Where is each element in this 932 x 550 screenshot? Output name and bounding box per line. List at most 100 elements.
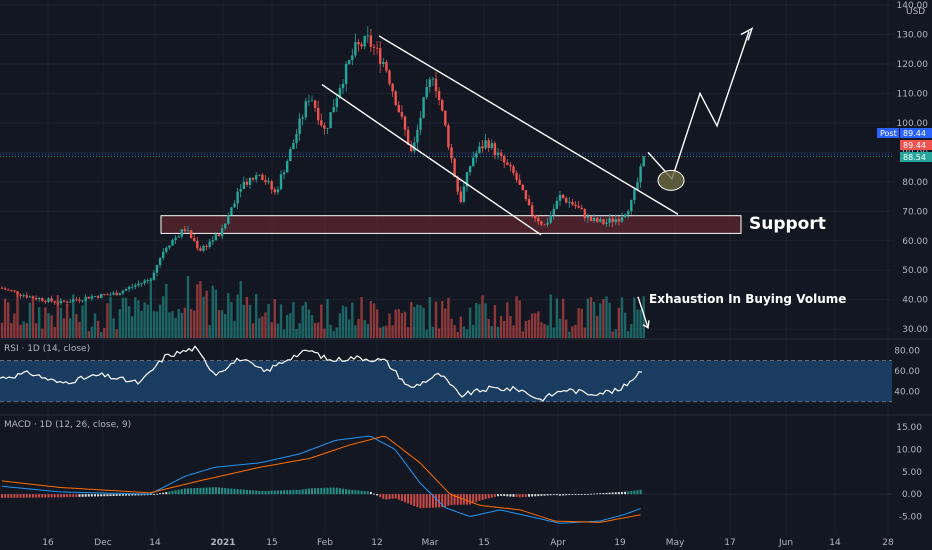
candle-body	[344, 63, 348, 84]
volume-bar	[50, 315, 53, 338]
macd-histogram-bar	[506, 494, 509, 497]
macd-histogram-bar	[500, 494, 503, 496]
macd-histogram-bar	[540, 494, 543, 496]
macd-histogram-bar	[227, 488, 230, 495]
candle-body	[574, 204, 577, 207]
candle-body	[304, 101, 307, 118]
volume-bar	[565, 319, 568, 338]
volume-bar	[165, 283, 168, 338]
price-tick-label: 120.00	[897, 60, 929, 70]
rsi-tick-label: 60.00	[894, 367, 920, 377]
rsi-tick-label: 80.00	[894, 346, 920, 356]
volume-bar	[630, 324, 633, 338]
macd-histogram-bar	[503, 494, 506, 497]
macd-histogram-bar	[413, 494, 416, 506]
volume-bar	[62, 318, 66, 338]
macd-histogram-bar	[478, 494, 481, 501]
volume-bar	[248, 304, 252, 338]
candle-body	[149, 279, 152, 281]
macd-histogram-bar	[97, 494, 100, 497]
candle-body	[28, 296, 32, 298]
candle-body	[143, 280, 146, 283]
macd-histogram-bar	[87, 494, 90, 497]
candle-body	[152, 272, 156, 280]
candle-body	[416, 129, 419, 143]
macd-histogram-bar	[311, 488, 313, 495]
macd-histogram-bar	[128, 494, 131, 496]
candle-body	[329, 112, 332, 129]
macd-histogram-bar	[190, 488, 193, 495]
candle-body	[50, 298, 53, 302]
candle-body	[16, 291, 19, 295]
candle-body	[109, 294, 112, 296]
time-tick-label: Dec	[94, 538, 111, 548]
volume-bar	[369, 301, 373, 338]
volume-bar	[329, 325, 332, 338]
candle-body	[81, 300, 84, 302]
candle-body	[186, 230, 190, 232]
candle-body	[487, 140, 490, 149]
volume-bar	[413, 306, 416, 338]
macd-histogram-bar	[264, 490, 267, 495]
candle-body	[617, 219, 621, 222]
volume-bar	[121, 297, 125, 338]
candle-body	[586, 216, 590, 218]
volume-bar	[93, 313, 97, 338]
candle-body	[453, 158, 456, 177]
macd-tick-label: 15.00	[896, 423, 922, 433]
price-tick-label: 110.00	[897, 89, 929, 99]
volume-bar	[406, 327, 410, 338]
volume-bar	[3, 298, 7, 338]
volume-bar	[478, 304, 481, 338]
macd-histogram-bar	[239, 489, 242, 495]
volume-bar	[28, 302, 32, 338]
candle-body	[351, 55, 354, 60]
volume-bar	[143, 302, 146, 338]
macd-histogram-bar	[515, 494, 518, 498]
macd-histogram-bar	[304, 488, 307, 495]
candle-body	[13, 290, 16, 292]
volume-bar	[106, 303, 109, 338]
macd-histogram-bar	[351, 489, 354, 495]
time-tick-label: 15	[478, 538, 489, 548]
volume-bar	[41, 328, 44, 338]
volume-bar	[273, 299, 276, 338]
volume-bar	[0, 322, 4, 338]
macd-histogram-bar	[245, 489, 248, 495]
macd-histogram-bar	[586, 493, 589, 495]
candle-body	[636, 182, 639, 190]
volume-bar	[410, 302, 413, 338]
volume-bar	[193, 310, 196, 338]
time-tick-label: 2021	[210, 538, 235, 548]
candle-body	[475, 153, 478, 158]
volume-bar	[155, 311, 159, 338]
macd-histogram-bar	[394, 494, 397, 499]
macd-histogram-bar	[338, 488, 341, 495]
candle-body	[196, 240, 199, 249]
candle-body	[289, 149, 292, 162]
candle-body	[428, 79, 431, 88]
macd-histogram-bar	[115, 494, 118, 496]
time-tick-label: May	[666, 538, 685, 548]
candle-body	[509, 164, 512, 167]
volume-bar	[341, 305, 345, 338]
macd-histogram-bar	[590, 493, 592, 495]
macd-histogram-bar	[599, 493, 602, 495]
volume-bar	[115, 329, 118, 338]
volume-bar	[22, 321, 25, 338]
candle-body	[354, 42, 357, 56]
macd-histogram-bar	[404, 494, 406, 503]
rsi-title: RSI · 1D (14, close)	[4, 344, 90, 354]
volume-bar	[602, 299, 605, 338]
volume-bar	[561, 298, 565, 338]
candle-body	[7, 289, 10, 291]
macd-histogram-bar	[103, 494, 106, 497]
candle-body	[295, 133, 298, 143]
volume-bar	[301, 305, 304, 338]
volume-bar	[617, 307, 621, 338]
candle-body	[171, 239, 174, 246]
macd-histogram-bar	[537, 494, 540, 497]
macd-histogram-bar	[267, 490, 270, 495]
volume-bar	[642, 296, 645, 338]
